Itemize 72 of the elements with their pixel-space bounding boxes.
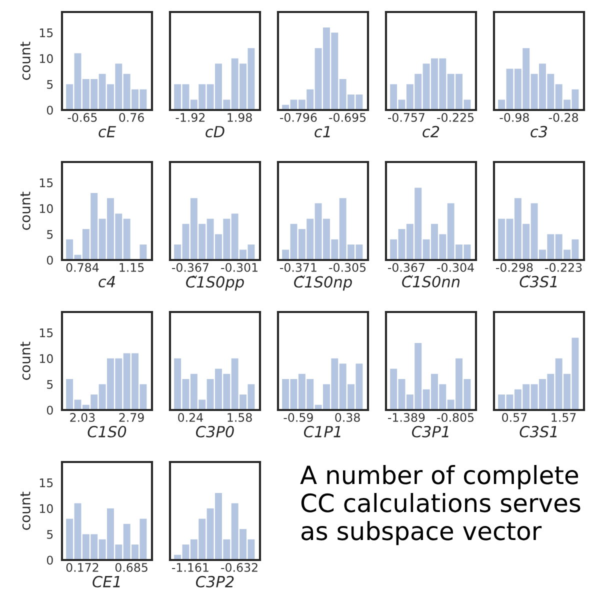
y-tick-label: 0 — [46, 556, 53, 565]
y-tick-label: 5 — [47, 80, 53, 89]
x-tick-label: -0.367 — [388, 262, 424, 272]
x-tick-label: -0.225 — [437, 112, 474, 122]
x-tick-label: -0.695 — [329, 112, 366, 122]
x-tick-label: 0.38 — [335, 412, 360, 422]
x-tick-label: -0.298 — [496, 262, 533, 272]
x-axis-title: C̃3S1 — [520, 275, 557, 288]
y-tick-label: 10 — [40, 204, 53, 214]
x-tick-label: -0.305 — [329, 262, 366, 272]
x-axis-title: C3P0 — [196, 426, 234, 438]
y-tick-label: 10 — [40, 504, 53, 514]
x-tick-label: -0.98 — [500, 112, 529, 122]
y-tick-label: 0 — [46, 406, 53, 415]
x-tick-label: 1.15 — [120, 263, 144, 272]
x-axis-title: C̃1S0pp — [186, 276, 244, 291]
y-tick-label: 15 — [40, 178, 53, 188]
x-axis-title: c1 — [314, 126, 330, 138]
x-tick-label: -0.59 — [284, 412, 313, 422]
y-tick-label: 5 — [47, 380, 53, 389]
y-tick-label: 15 — [40, 328, 53, 338]
x-tick-label: -0.632 — [221, 562, 258, 572]
x-axis-title: C̃1S0np — [294, 276, 352, 291]
x-tick-label: -0.304 — [437, 262, 474, 272]
x-axis-title: CE1 — [92, 576, 120, 588]
x-axis-title: C3P1 — [412, 426, 448, 438]
x-tick-label: -1.389 — [388, 412, 425, 422]
y-axis-title: count — [20, 192, 30, 230]
y-tick-label: 15 — [40, 28, 53, 38]
y-tick-label: 15 — [40, 478, 53, 488]
x-tick-label: 1.98 — [228, 112, 252, 122]
y-axis-title: count — [20, 342, 30, 380]
x-axis-title: C3S1 — [520, 426, 557, 438]
x-axis-title: c2 — [422, 126, 440, 138]
x-tick-label: 0.172 — [66, 562, 98, 572]
y-tick-label: 5 — [47, 530, 53, 539]
x-axis-title: C1S0 — [88, 426, 126, 438]
x-tick-label: 1.58 — [228, 412, 252, 422]
text: A number of complete CC calculations serves as subspace vector — [300, 465, 580, 546]
x-tick-label: 0.24 — [178, 412, 203, 422]
x-tick-label: -0.223 — [545, 262, 582, 272]
y-axis-title: count — [20, 42, 30, 80]
y-tick-label: 0 — [46, 106, 53, 115]
x-axis-title: cD — [206, 126, 224, 138]
y-tick-label: 5 — [47, 230, 53, 239]
x-axis-title: c4 — [98, 276, 115, 288]
x-tick-label: 2.03 — [70, 412, 95, 422]
x-axis-title: C1P1 — [304, 426, 340, 438]
y-tick-label: 0 — [46, 256, 53, 265]
x-tick-label: -0.65 — [68, 112, 97, 122]
x-tick-label: -0.757 — [388, 112, 424, 122]
x-tick-label: -1.161 — [172, 562, 208, 572]
x-tick-label: -0.805 — [437, 412, 474, 422]
y-tick-label: 10 — [40, 354, 53, 364]
x-tick-label: -0.367 — [172, 262, 208, 272]
x-tick-label: 0.57 — [502, 412, 527, 422]
x-tick-label: -0.301 — [221, 262, 258, 272]
x-axis-title: cE — [98, 126, 116, 138]
x-axis-title: C̃1S0nn — [402, 275, 460, 288]
y-tick-label: 10 — [40, 54, 53, 64]
x-tick-label: 0.685 — [115, 562, 148, 572]
x-tick-label: -0.371 — [280, 262, 316, 272]
x-tick-label: -1.92 — [176, 112, 205, 122]
x-tick-label: -0.28 — [548, 112, 578, 122]
x-tick-label: 0.76 — [119, 112, 144, 122]
x-tick-label: -0.796 — [280, 112, 317, 122]
x-axis-title: c3 — [530, 126, 548, 138]
x-tick-label: 2.79 — [119, 412, 144, 422]
y-axis-title: count — [20, 492, 30, 530]
x-axis-title: C3P2 — [196, 576, 234, 588]
x-tick-label: 1.57 — [552, 413, 576, 422]
x-tick-label: 0.784 — [66, 262, 99, 272]
